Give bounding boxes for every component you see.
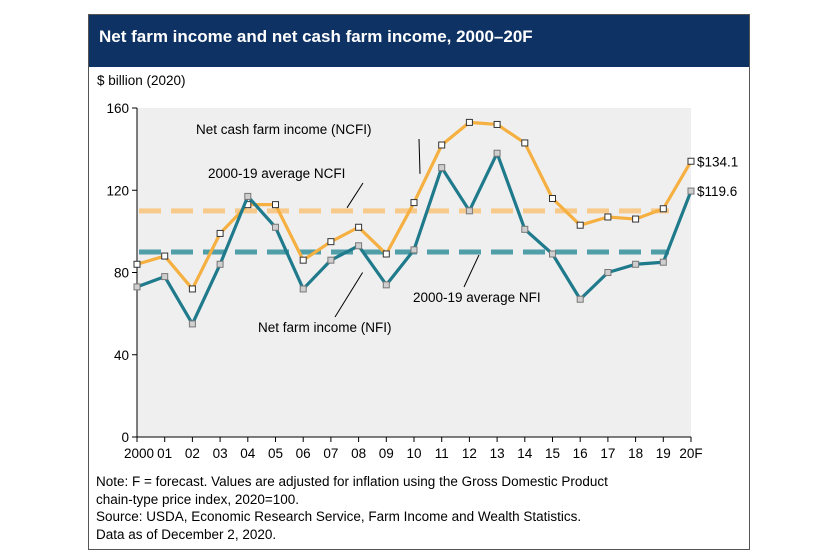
nfi-point xyxy=(188,320,196,328)
y-tick-label: 80 xyxy=(114,266,129,281)
ncfi-point xyxy=(133,260,141,268)
y-axis-label: $ billion (2020) xyxy=(97,73,186,88)
x-tick-label: 08 xyxy=(351,446,366,461)
nfi-point xyxy=(299,285,307,293)
x-tick-label: 02 xyxy=(185,446,200,461)
nfi-point xyxy=(382,281,390,289)
ncfi-point xyxy=(576,221,584,229)
nfi-series-label: Net farm income (NFI) xyxy=(258,320,392,335)
ncfi-point xyxy=(659,205,667,213)
chart-frame: Net farm income and net cash farm income… xyxy=(88,14,750,550)
ncfi-end-label: $134.1 xyxy=(697,154,738,169)
x-tick-label: 11 xyxy=(435,446,449,461)
nfi-leader-line xyxy=(334,272,364,318)
nfi-point xyxy=(659,258,667,266)
ncfi-point xyxy=(687,157,695,165)
nfi-average-label: 2000-19 average NFI xyxy=(413,290,541,305)
ncfi-point xyxy=(188,285,196,293)
ncfi-average-label: 2000-19 average NCFI xyxy=(208,166,345,181)
x-tick-label: 14 xyxy=(517,446,533,461)
ncfi-point xyxy=(549,194,556,202)
x-tick-label: 17 xyxy=(600,446,615,461)
x-tick-label: 05 xyxy=(268,446,283,461)
x-tick-label: 07 xyxy=(323,446,338,461)
nfi-point xyxy=(133,283,141,291)
ncfi-series-label: Net cash farm income (NCFI) xyxy=(196,122,372,137)
ncfi-point xyxy=(216,229,224,237)
ncfi-point xyxy=(465,118,473,126)
y-tick-label: 0 xyxy=(121,430,129,445)
x-tick-label: 04 xyxy=(240,446,256,461)
ncfi-point xyxy=(382,250,390,258)
ncfi-point xyxy=(355,223,363,231)
nfi-point xyxy=(355,242,363,250)
x-tick-label: 10 xyxy=(406,446,421,461)
x-tick-label: 20F xyxy=(679,446,702,461)
ncfi-leader-line xyxy=(418,138,421,174)
ncfi-point xyxy=(327,238,335,246)
y-tick-label: 120 xyxy=(106,183,129,198)
title-bar: Net farm income and net cash farm income… xyxy=(89,15,749,67)
plot-area xyxy=(137,108,691,437)
nfi-point xyxy=(687,187,695,195)
nfi-point xyxy=(410,246,418,254)
note-line-3: Source: USDA, Economic Research Service,… xyxy=(96,509,582,524)
nfi-point xyxy=(465,207,473,215)
y-tick-label: 40 xyxy=(114,348,129,363)
x-tick-label: 15 xyxy=(545,446,560,461)
x-tick-label: 13 xyxy=(490,446,505,461)
note-line-1: Note: F = forecast. Values are adjusted … xyxy=(96,474,608,489)
x-tick-label: 16 xyxy=(573,446,588,461)
nfi-point xyxy=(272,223,279,231)
line-chart: 0 40 80 120 160 2000 01 02 03 04 05 06 07 08 09 10 11 12 1… xyxy=(106,101,738,461)
nfi-point xyxy=(549,250,556,258)
nfi-point xyxy=(493,149,501,157)
nfi-point xyxy=(604,269,612,276)
nfi-end-label: $119.6 xyxy=(697,184,737,199)
ncfi-average-leader xyxy=(346,182,364,209)
x-tick-label: 19 xyxy=(656,446,671,461)
ncfi-point xyxy=(493,120,501,128)
nfi-point xyxy=(244,192,252,200)
nfi-point xyxy=(576,295,584,303)
nfi-point xyxy=(161,273,169,281)
ncfi-point xyxy=(272,201,279,209)
x-tick-label: 18 xyxy=(628,446,643,461)
y-tick-label: 160 xyxy=(106,101,129,116)
x-tick-label: 2000 xyxy=(124,446,154,461)
nfi-point xyxy=(521,225,529,233)
nfi-point xyxy=(632,260,640,268)
x-tick-label: 09 xyxy=(379,446,394,461)
chart-title: Net farm income and net cash farm income… xyxy=(99,27,533,46)
ncfi-point xyxy=(410,199,418,207)
ncfi-point xyxy=(438,141,446,149)
nfi-point xyxy=(216,260,224,268)
x-tick-label: 06 xyxy=(296,446,311,461)
ncfi-point xyxy=(161,252,169,260)
x-tick-label: 12 xyxy=(462,446,477,461)
note-line-4: Data as of December 2, 2020. xyxy=(96,526,277,542)
x-tick-label: 01 xyxy=(157,446,172,461)
nfi-average-leader xyxy=(463,254,480,288)
nfi-point xyxy=(438,164,446,172)
ncfi-point xyxy=(299,256,307,264)
note-line-2: chain-type price index, 2020=100. xyxy=(96,491,300,507)
ncfi-point xyxy=(521,139,529,147)
x-tick-label: 03 xyxy=(213,446,228,461)
nfi-point xyxy=(327,256,335,264)
ncfi-point xyxy=(632,215,640,223)
ncfi-point xyxy=(604,213,612,221)
chart-notes: Note: F = forecast. Values are adjusted … xyxy=(96,473,608,543)
